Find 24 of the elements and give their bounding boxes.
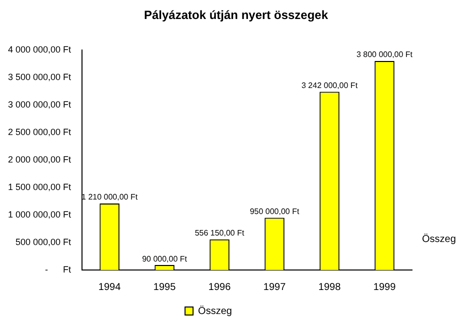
x-tick-label: 1995: [153, 282, 176, 293]
data-label: 3 800 000,00 Ft: [356, 50, 414, 60]
data-label: 90 000,00 Ft: [142, 254, 188, 264]
y-tick-label: 2 000 000,00 Ft: [8, 154, 72, 164]
x-tick-label: 1998: [318, 282, 342, 293]
x-tick-label: 1994: [98, 282, 122, 293]
y-tick-label: 3 000 000,00 Ft: [8, 99, 72, 110]
y-tick-label: 3 500 000,00 Ft: [8, 72, 72, 82]
data-label: 950 000,00 Ft: [250, 206, 300, 216]
y-tick-label: 4 000 000,00 Ft: [8, 44, 72, 54]
chart-title: Pályázatok útján nyert összegek: [142, 8, 330, 22]
x-tick-label: 1996: [208, 282, 232, 293]
y-tick-label: 2 500 000,00 Ft: [8, 126, 72, 137]
y-tick-label: 1 500 000,00 Ft: [8, 182, 72, 192]
data-label: 3 242 000,00 Ft: [301, 80, 358, 90]
y-tick-label: - Ft: [45, 264, 72, 274]
y-tick-label: 500 000,00 Ft: [16, 236, 72, 247]
y-tick-label: 1 000 000,00 Ft: [8, 209, 72, 220]
x-tick-label: 1999: [373, 282, 396, 293]
x-tick-label: 1997: [263, 282, 286, 293]
data-label: 556 150,00 Ft: [194, 228, 245, 238]
legend-label: Összeg: [198, 304, 232, 317]
text: Összeg: [422, 234, 456, 245]
data-label: 1 210 000,00 Ft: [82, 192, 138, 202]
